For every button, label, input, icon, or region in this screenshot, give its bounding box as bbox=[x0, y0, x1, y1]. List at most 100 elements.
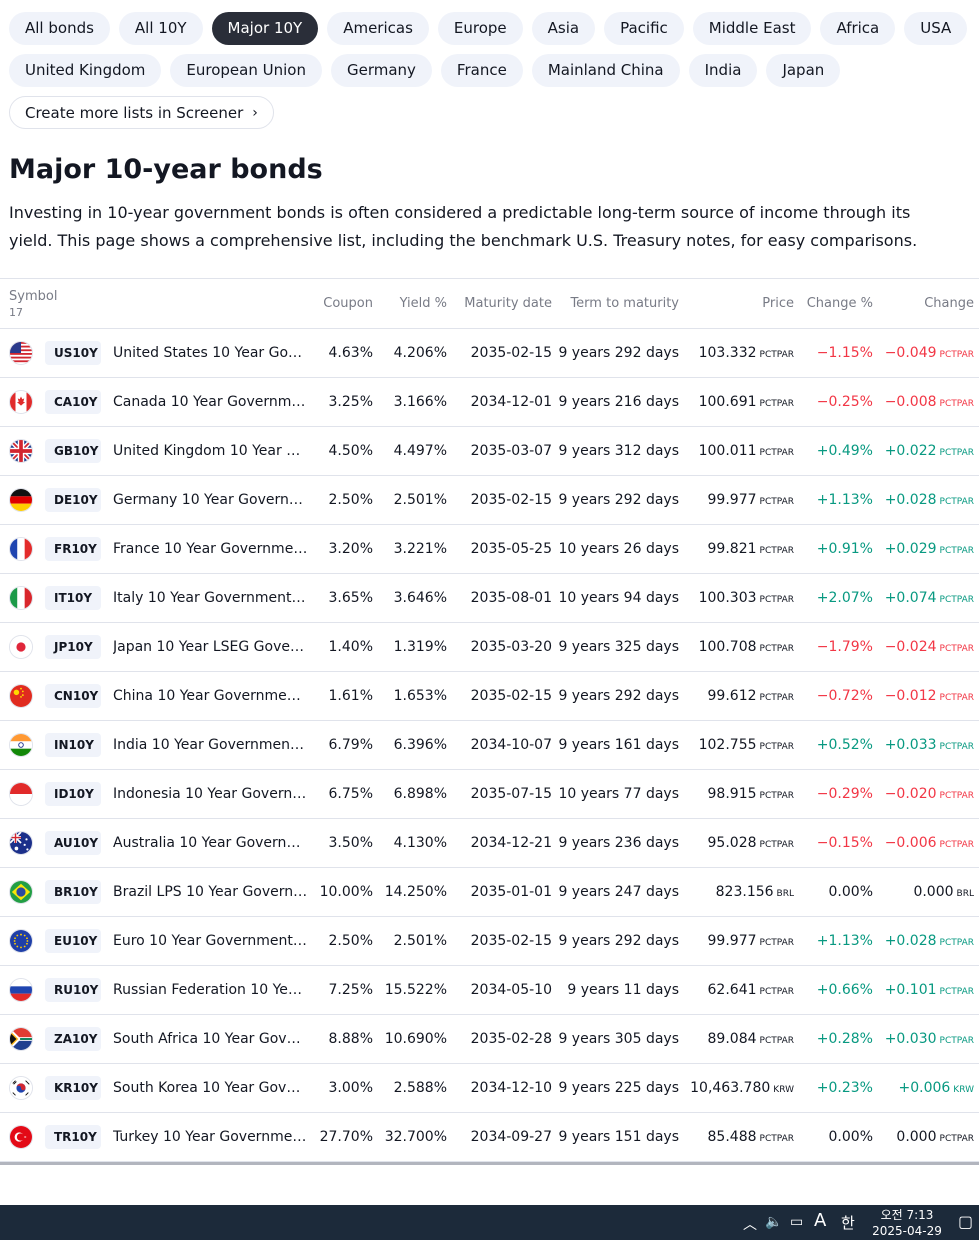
table-row[interactable]: CN10Y China 10 Year Government B… 1.61% 1.6… bbox=[0, 672, 979, 721]
table-row[interactable]: FR10Y France 10 Year Government … 3.20% 3.2… bbox=[0, 525, 979, 574]
ime-language[interactable]: A bbox=[814, 1210, 827, 1231]
bond-name-link[interactable]: Russian Federation 10 Year G… bbox=[113, 982, 308, 998]
ticker-badge[interactable]: FR10Y bbox=[45, 537, 101, 561]
table-row[interactable]: GB10Y United Kingdom 10 Year Gov… 4.50% 4.4… bbox=[0, 427, 979, 476]
bond-name-link[interactable]: Turkey 10 Year Government … bbox=[113, 1129, 308, 1145]
chip-japan[interactable]: Japan bbox=[766, 54, 841, 87]
table-row[interactable]: TR10Y Turkey 10 Year Government … 27.70% 32… bbox=[0, 1113, 979, 1162]
ticker-badge[interactable]: JP10Y bbox=[45, 635, 101, 659]
chip-middle-east[interactable]: Middle East bbox=[692, 12, 812, 45]
bond-name-link[interactable]: United Kingdom 10 Year Gov… bbox=[113, 443, 308, 459]
table-row[interactable]: US10Y United States 10 Year Gover… 4.63% 4.… bbox=[0, 329, 979, 378]
table-row[interactable]: AU10Y Australia 10 Year Governmen… 3.50% 4.… bbox=[0, 819, 979, 868]
bonds-table: Symbol 17 Coupon Yield % Maturity date T… bbox=[0, 278, 979, 1165]
chip-mainland-china[interactable]: Mainland China bbox=[531, 54, 680, 87]
chip-european-union[interactable]: European Union bbox=[170, 54, 322, 87]
chip-americas[interactable]: Americas bbox=[327, 12, 429, 45]
chevron-up-icon[interactable]: ︿ bbox=[743, 1217, 757, 1233]
coupon-value: 8.88% bbox=[328, 1031, 373, 1047]
coupon-value: 10.00% bbox=[319, 884, 373, 900]
chip-africa[interactable]: Africa bbox=[820, 12, 896, 45]
ticker-badge[interactable]: KR10Y bbox=[45, 1076, 101, 1100]
column-header-price[interactable]: Price bbox=[762, 296, 794, 311]
notification-icon[interactable]: ▢ bbox=[958, 1212, 974, 1231]
chip-united-kingdom[interactable]: United Kingdom bbox=[9, 54, 162, 87]
chip-pacific[interactable]: Pacific bbox=[604, 12, 684, 45]
price-value: 95.028 bbox=[707, 835, 757, 851]
price-unit: PCTPAR bbox=[759, 840, 794, 850]
bond-name-link[interactable]: China 10 Year Government B… bbox=[113, 688, 308, 704]
maturity-date: 2034-05-10 bbox=[470, 982, 552, 998]
price-value: 85.488 bbox=[707, 1129, 757, 1145]
network-icon[interactable]: ▭ bbox=[790, 1214, 804, 1230]
term-to-maturity: 10 years 77 days bbox=[558, 786, 679, 802]
chip-usa[interactable]: USA bbox=[904, 12, 968, 45]
create-lists-screener-button[interactable]: Create more lists in Screener › bbox=[9, 96, 274, 129]
yield-value: 2.501% bbox=[393, 492, 447, 508]
column-header-symbol[interactable]: Symbol 17 bbox=[9, 289, 57, 321]
chip-all-bonds[interactable]: All bonds bbox=[9, 12, 110, 45]
chip-germany[interactable]: Germany bbox=[330, 54, 432, 87]
taskbar-clock[interactable]: 오전 7:13 2025-04-29 bbox=[866, 1207, 948, 1239]
ticker-badge[interactable]: DE10Y bbox=[45, 488, 101, 512]
column-header-coupon[interactable]: Coupon bbox=[323, 296, 373, 311]
change-value: 0.000 bbox=[896, 1129, 937, 1145]
change-value: −0.024 bbox=[884, 639, 937, 655]
ticker-badge[interactable]: EU10Y bbox=[45, 929, 101, 953]
chip-india[interactable]: India bbox=[688, 54, 758, 87]
ticker-badge[interactable]: RU10Y bbox=[45, 978, 101, 1002]
bond-name-link[interactable]: Germany 10 Year Governmen… bbox=[113, 492, 308, 508]
table-row[interactable]: KR10Y South Korea 10 Year Govern… 3.00% 2.5… bbox=[0, 1064, 979, 1113]
table-row[interactable]: BR10Y Brazil LPS 10 Year Governme… 10.00% 1… bbox=[0, 868, 979, 917]
table-row[interactable]: CA10Y Canada 10 Year Government … 3.25% 3.1… bbox=[0, 378, 979, 427]
ticker-badge[interactable]: TR10Y bbox=[45, 1125, 101, 1149]
ticker-badge[interactable]: IT10Y bbox=[45, 586, 101, 610]
ticker-badge[interactable]: ZA10Y bbox=[45, 1027, 101, 1051]
chip-europe[interactable]: Europe bbox=[437, 12, 523, 45]
ticker-badge[interactable]: GB10Y bbox=[45, 439, 101, 463]
table-row[interactable]: ID10Y Indonesia 10 Year Governme… 6.75% 6.8… bbox=[0, 770, 979, 819]
bond-name-link[interactable]: Brazil LPS 10 Year Governme… bbox=[113, 884, 308, 900]
ticker-badge[interactable]: AU10Y bbox=[45, 831, 101, 855]
bond-name-link[interactable]: Indonesia 10 Year Governme… bbox=[113, 786, 308, 802]
ticker-badge[interactable]: US10Y bbox=[45, 341, 101, 365]
speaker-icon[interactable]: 🔈 bbox=[765, 1214, 783, 1230]
table-row[interactable]: IT10Y Italy 10 Year Government Bo… 3.65% 3.… bbox=[0, 574, 979, 623]
table-row[interactable]: DE10Y Germany 10 Year Governmen… 2.50% 2.50… bbox=[0, 476, 979, 525]
ticker-badge[interactable]: IN10Y bbox=[45, 733, 101, 757]
chip-france[interactable]: France bbox=[440, 54, 523, 87]
column-header-change-pct[interactable]: Change % bbox=[806, 296, 873, 311]
bond-name-link[interactable]: Italy 10 Year Government Bo… bbox=[113, 590, 308, 606]
bond-name-link[interactable]: France 10 Year Government … bbox=[113, 541, 308, 557]
bond-name-link[interactable]: United States 10 Year Gover… bbox=[113, 345, 308, 361]
ticker-badge[interactable]: CA10Y bbox=[45, 390, 101, 414]
column-header-maturity[interactable]: Maturity date bbox=[464, 296, 552, 311]
ticker-badge[interactable]: CN10Y bbox=[45, 684, 101, 708]
change-unit: PCTPAR bbox=[939, 938, 974, 948]
table-row[interactable]: JP10Y Japan 10 Year LSEG Govern… 1.40% 1.31… bbox=[0, 623, 979, 672]
maturity-date: 2034-12-21 bbox=[470, 835, 552, 851]
chip-all-10y[interactable]: All 10Y bbox=[118, 12, 203, 45]
bond-name-link[interactable]: Euro 10 Year Government Bo… bbox=[113, 933, 308, 949]
chip-asia[interactable]: Asia bbox=[531, 12, 596, 45]
ime-mode[interactable]: 한 bbox=[841, 1214, 855, 1232]
change-value: 0.000 bbox=[913, 884, 954, 900]
column-header-change[interactable]: Change bbox=[924, 296, 974, 311]
bond-name-link[interactable]: India 10 Year Government Bo… bbox=[113, 737, 308, 753]
table-row[interactable]: EU10Y Euro 10 Year Government Bo… 2.50% 2.5… bbox=[0, 917, 979, 966]
bond-name-link[interactable]: South Africa 10 Year Govern… bbox=[113, 1031, 308, 1047]
column-header-yield[interactable]: Yield % bbox=[399, 296, 447, 311]
table-row[interactable]: RU10Y Russian Federation 10 Year G… 7.25% 1… bbox=[0, 966, 979, 1015]
ticker-badge[interactable]: BR10Y bbox=[45, 880, 101, 904]
bond-name-link[interactable]: South Korea 10 Year Govern… bbox=[113, 1080, 308, 1096]
ticker-badge[interactable]: ID10Y bbox=[45, 782, 101, 806]
chip-major-10y[interactable]: Major 10Y bbox=[211, 12, 319, 45]
column-header-term[interactable]: Term to maturity bbox=[570, 296, 679, 311]
change-value: +0.028 bbox=[884, 492, 937, 508]
table-row[interactable]: ZA10Y South Africa 10 Year Govern… 8.88% 10… bbox=[0, 1015, 979, 1064]
horizontal-scrollbar[interactable] bbox=[0, 1162, 979, 1165]
bond-name-link[interactable]: Australia 10 Year Governmen… bbox=[113, 835, 308, 851]
bond-name-link[interactable]: Canada 10 Year Government … bbox=[113, 394, 308, 410]
bond-name-link[interactable]: Japan 10 Year LSEG Govern… bbox=[113, 639, 308, 655]
table-row[interactable]: IN10Y India 10 Year Government Bo… 6.79% 6.… bbox=[0, 721, 979, 770]
